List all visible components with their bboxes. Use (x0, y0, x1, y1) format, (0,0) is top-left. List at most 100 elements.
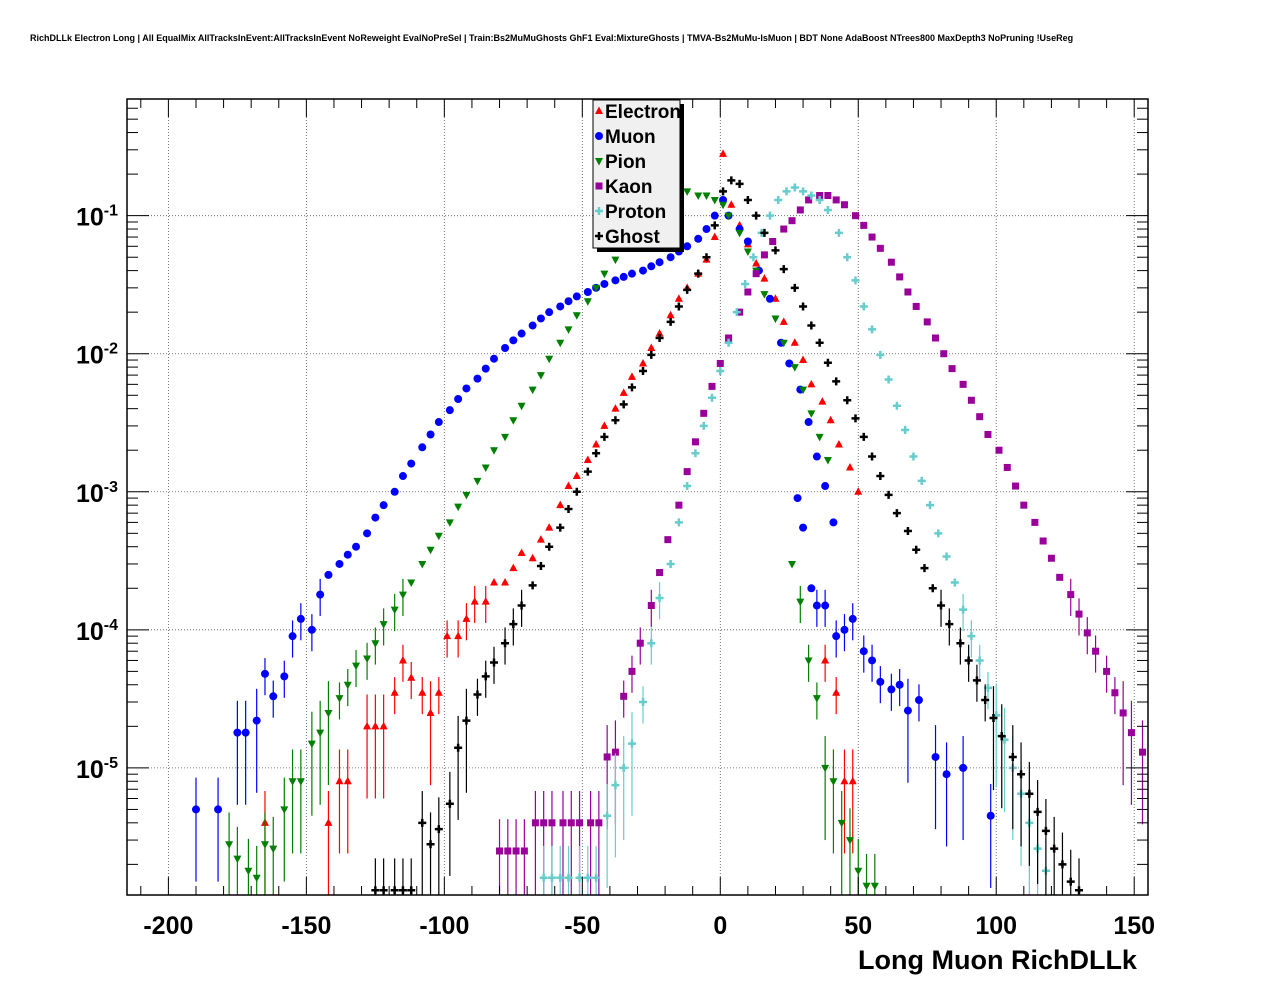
data-point (418, 818, 427, 827)
data-point (1138, 748, 1146, 756)
data-point (564, 326, 573, 334)
x-tick-label: 0 (713, 912, 727, 940)
data-point (854, 867, 863, 876)
data-point (948, 365, 956, 373)
data-point (556, 873, 565, 882)
data-point (260, 841, 269, 849)
data-point (583, 467, 592, 476)
data-point (600, 432, 609, 441)
data-point (583, 455, 592, 463)
series-pion (225, 188, 879, 895)
data-point (876, 472, 885, 481)
data-point (490, 578, 499, 586)
data-point (859, 432, 868, 441)
chart-title: RichDLLk Electron Long | All EqualMix Al… (30, 33, 1074, 43)
data-point (1017, 770, 1026, 779)
data-point (815, 195, 824, 204)
data-point (815, 338, 824, 347)
data-point (233, 855, 242, 864)
data-point (1127, 729, 1135, 737)
data-point (647, 343, 656, 352)
data-point (683, 188, 692, 196)
data-point (481, 464, 490, 472)
series-ghost (371, 176, 1084, 895)
data-point (335, 776, 344, 785)
data-point (821, 655, 830, 664)
data-point (1041, 826, 1050, 835)
data-point (887, 258, 895, 266)
data-point (470, 597, 479, 605)
data-point (445, 519, 454, 527)
data-point (868, 233, 876, 241)
data-point (454, 743, 463, 752)
data-point (531, 819, 539, 827)
data-point (655, 333, 664, 342)
series-kaon (496, 191, 1146, 895)
data-point (1075, 610, 1083, 618)
data-point (976, 413, 984, 421)
data-point (363, 721, 372, 730)
data-point (807, 584, 816, 593)
data-point (627, 383, 636, 392)
data-point (950, 578, 959, 587)
data-point (655, 329, 664, 337)
data-point (269, 692, 278, 701)
data-point (398, 591, 407, 600)
data-point (462, 614, 471, 622)
data-point (735, 179, 744, 188)
data-point (426, 840, 435, 849)
data-point (371, 886, 380, 895)
data-point (556, 302, 565, 311)
data-point (564, 297, 573, 306)
data-point (691, 449, 700, 458)
data-point (540, 819, 548, 827)
data-point (407, 886, 416, 895)
data-point (490, 658, 499, 667)
data-point (851, 212, 859, 220)
data-point (269, 845, 278, 854)
data-point (843, 396, 852, 405)
data-point (829, 518, 838, 527)
data-point (876, 677, 885, 686)
data-point (481, 597, 490, 605)
data-point (656, 569, 664, 577)
data-point (884, 490, 893, 499)
data-point (903, 526, 912, 535)
data-point (840, 625, 849, 634)
data-point (583, 873, 592, 882)
data-point (600, 270, 609, 279)
data-point (572, 292, 581, 301)
data-point (793, 494, 802, 503)
data-point (528, 321, 537, 330)
data-point (765, 211, 774, 220)
data-point (1012, 482, 1020, 490)
x-tick-label: -150 (281, 912, 331, 940)
data-point (335, 559, 344, 568)
y-tick-label: 10-3 (76, 479, 118, 508)
data-point (539, 873, 548, 882)
data-point (683, 242, 692, 251)
data-point (407, 579, 416, 588)
x-tick-label: 50 (844, 912, 872, 940)
data-point (774, 195, 783, 204)
data-point (559, 819, 567, 827)
data-point (785, 359, 794, 368)
data-point (241, 728, 250, 737)
data-point (876, 350, 885, 359)
data-point (851, 276, 860, 285)
data-point (851, 414, 860, 423)
data-point (636, 639, 644, 647)
data-point (627, 372, 636, 380)
data-point (619, 400, 628, 409)
data-point (316, 590, 325, 599)
data-point (1047, 554, 1055, 562)
data-point (564, 505, 573, 514)
data-point (619, 763, 628, 772)
data-point (895, 680, 904, 689)
data-point (639, 366, 648, 375)
data-point (896, 273, 904, 281)
data-point (407, 459, 416, 468)
data-point (834, 228, 843, 237)
